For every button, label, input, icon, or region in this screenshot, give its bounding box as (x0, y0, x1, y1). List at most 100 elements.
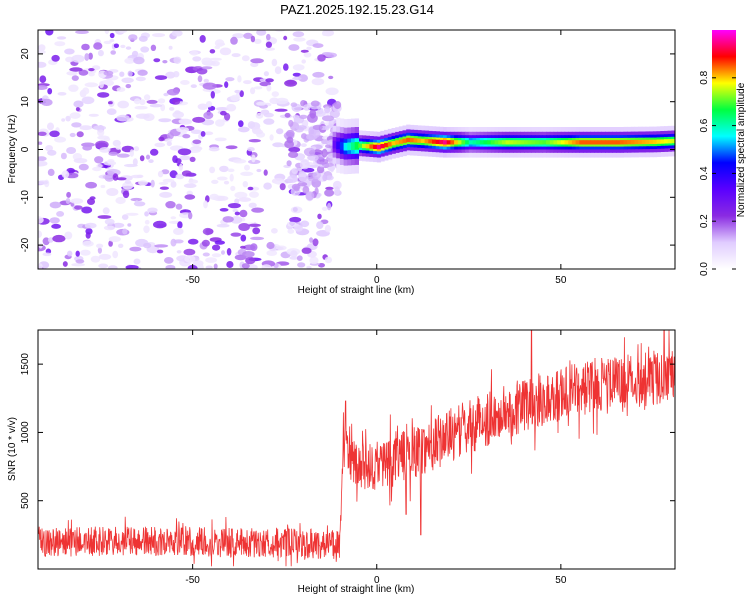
noise-cell (108, 151, 119, 156)
noise-cell (157, 98, 166, 104)
noise-cell (51, 223, 61, 229)
ridge-cell (586, 140, 591, 145)
noise-cell (38, 263, 43, 269)
noise-cell (202, 82, 217, 90)
ridge-cell (479, 140, 485, 145)
noise-cell (147, 207, 158, 213)
noise-cell (229, 173, 234, 182)
noise-cell (89, 196, 96, 200)
noise-cell (150, 148, 159, 156)
noise-cell (211, 179, 219, 184)
noise-cell (84, 222, 97, 229)
noise-cell (156, 249, 164, 254)
noise-cell (285, 129, 295, 138)
noise-cell (144, 219, 150, 225)
noise-cell (292, 64, 305, 71)
spectrogram-cells (38, 30, 679, 269)
noise-cell (263, 71, 269, 77)
noise-cell (176, 250, 182, 254)
noise-cell (311, 78, 325, 86)
noise-cell (75, 30, 89, 34)
noise-cell (108, 240, 113, 247)
noise-cell (106, 188, 119, 196)
noise-cell (159, 186, 169, 190)
noise-cell (128, 34, 138, 41)
noise-cell (298, 74, 308, 82)
noise-cell (134, 105, 148, 110)
noise-cell (310, 100, 320, 107)
noise-cell (66, 147, 77, 154)
noise-cell (138, 180, 148, 186)
noise-cell (99, 147, 111, 153)
noise-cell (74, 205, 83, 210)
noise-cell (289, 256, 299, 260)
noise-cell (165, 264, 176, 269)
ridge-cell (656, 139, 661, 144)
noise-cell (162, 178, 175, 183)
noise-cell (177, 221, 183, 229)
colorbar-tick-label: 0.8 (699, 70, 710, 84)
noise-cell (84, 53, 90, 61)
noise-cell (38, 160, 48, 167)
noise-cell (324, 224, 331, 233)
noise-cell (66, 167, 75, 174)
noise-cell (170, 181, 177, 188)
ridge-cell (616, 140, 621, 145)
noise-cell (238, 223, 250, 231)
noise-cell (238, 197, 252, 202)
colorbar-tick-label: 0.4 (699, 166, 710, 180)
colorbar-ticks: 0.0 0.2 0.4 0.6 0.8 (699, 70, 736, 276)
ridge-cell (472, 140, 477, 145)
noise-cell (174, 110, 181, 115)
noise-cell (329, 165, 335, 173)
noise-cell (73, 100, 84, 108)
noise-cell (276, 128, 284, 135)
noise-cell (45, 30, 54, 36)
noise-cell (76, 131, 84, 138)
noise-cell (219, 165, 229, 173)
noise-cell (189, 51, 199, 56)
noise-cell (250, 58, 264, 64)
ridge-cell (553, 140, 558, 145)
noise-cell (220, 110, 227, 116)
noise-cell (107, 169, 121, 176)
ridge-cell (619, 140, 625, 145)
ridge-cell (675, 134, 679, 148)
ridge-cell (667, 139, 672, 144)
noise-cell (274, 108, 288, 112)
noise-cell (42, 252, 52, 257)
noise-cell (214, 39, 225, 47)
noise-cell (78, 69, 89, 76)
noise-cell (190, 84, 197, 88)
noise-cell (321, 206, 328, 211)
noise-cell (184, 255, 196, 263)
snr-series-line (38, 330, 675, 567)
ridge-cell (575, 140, 580, 145)
ridge-cell (649, 139, 654, 144)
noise-cell (153, 220, 167, 229)
noise-cell (202, 252, 210, 257)
noise-cell (146, 99, 158, 104)
noise-cell (334, 186, 340, 195)
noise-cell (298, 173, 309, 182)
noise-cell (325, 87, 339, 96)
x-tick-label: 50 (555, 575, 567, 586)
noise-cell (138, 35, 148, 42)
noise-cell (87, 198, 95, 206)
noise-cell (159, 191, 173, 198)
spectrogram-y-axis-label: Frequency (Hz) (7, 115, 18, 184)
ridge-cell (568, 140, 573, 145)
snr-y-axis-label: SNR (10 * v/v) (7, 417, 18, 481)
noise-cell (54, 136, 67, 143)
noise-cell (266, 84, 272, 92)
noise-cell (301, 59, 307, 64)
noise-cell (110, 50, 116, 55)
noise-cell (132, 158, 138, 166)
colorbar-label: Normalized spectral amplitude (736, 82, 747, 217)
noise-cell (118, 243, 124, 248)
ridge-cell (487, 140, 492, 145)
noise-cell (84, 82, 99, 88)
noise-cell (90, 255, 101, 263)
noise-cell (296, 255, 303, 261)
noise-cell (123, 163, 138, 168)
